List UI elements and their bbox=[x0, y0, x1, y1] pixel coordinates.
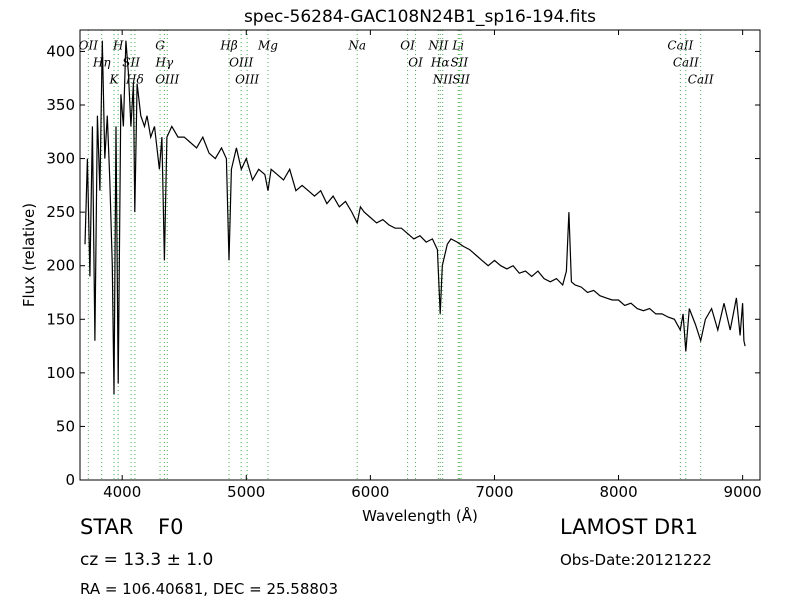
y-tick-label: 200 bbox=[46, 257, 75, 275]
y-tick-label: 350 bbox=[46, 96, 75, 114]
spectrum-line bbox=[84, 40, 746, 395]
y-tick-label: 100 bbox=[46, 364, 75, 382]
marker-label: Na bbox=[347, 39, 366, 53]
x-tick-label: 6000 bbox=[351, 483, 389, 501]
obs-date: Obs-Date:20121222 bbox=[560, 551, 712, 569]
x-tick-label: 7000 bbox=[475, 483, 513, 501]
x-tick-label: 5000 bbox=[227, 483, 265, 501]
plot-frame bbox=[79, 29, 761, 481]
marker-label: OIII bbox=[229, 56, 253, 70]
chart-title: spec-56284-GAC108N24B1_sp16-194.fits bbox=[244, 7, 596, 27]
subclass: F0 bbox=[158, 515, 183, 539]
marker-label: NII bbox=[427, 39, 448, 53]
marker-label: H bbox=[112, 39, 124, 53]
marker-label: CaII bbox=[673, 56, 699, 70]
y-tick-label: 300 bbox=[46, 150, 75, 168]
marker-label: OIII bbox=[155, 73, 179, 87]
marker-label: Li bbox=[451, 39, 464, 53]
y-tick-label: 150 bbox=[46, 310, 75, 328]
marker-label: CaII bbox=[688, 73, 714, 87]
marker-label: SII bbox=[450, 56, 468, 70]
marker-label: NII bbox=[432, 73, 453, 87]
marker-label: K bbox=[109, 73, 120, 87]
marker-label: Hβ bbox=[219, 39, 237, 53]
coordinates: RA = 106.40681, DEC = 25.58803 bbox=[80, 580, 338, 598]
marker-label: Mg bbox=[257, 39, 278, 53]
marker-label: OIII bbox=[235, 73, 259, 87]
marker-label: CaII bbox=[667, 39, 693, 53]
marker-label: Hγ bbox=[155, 56, 174, 70]
x-tick-label: 8000 bbox=[599, 483, 637, 501]
survey: LAMOST DR1 bbox=[560, 515, 698, 539]
marker-label: SII bbox=[452, 73, 470, 87]
redshift: cz = 13.3 ± 1.0 bbox=[80, 550, 213, 570]
y-axis-label: Flux (relative) bbox=[20, 203, 38, 307]
marker-label: Hδ bbox=[125, 73, 144, 87]
marker-label: OI bbox=[400, 39, 415, 53]
object-class: STAR bbox=[80, 515, 133, 539]
marker-label: OII bbox=[79, 39, 99, 53]
x-axis-label: Wavelength (Å) bbox=[362, 506, 478, 525]
x-tick-label: 4000 bbox=[103, 483, 141, 501]
marker-label: OI bbox=[408, 56, 423, 70]
y-tick-label: 0 bbox=[65, 471, 75, 489]
marker-label: Hα bbox=[430, 56, 450, 70]
marker-label: G bbox=[155, 39, 165, 53]
x-tick-label: 9000 bbox=[724, 483, 762, 501]
y-tick-label: 400 bbox=[46, 42, 75, 60]
y-tick-label: 250 bbox=[46, 203, 75, 221]
y-tick-label: 50 bbox=[56, 417, 75, 435]
